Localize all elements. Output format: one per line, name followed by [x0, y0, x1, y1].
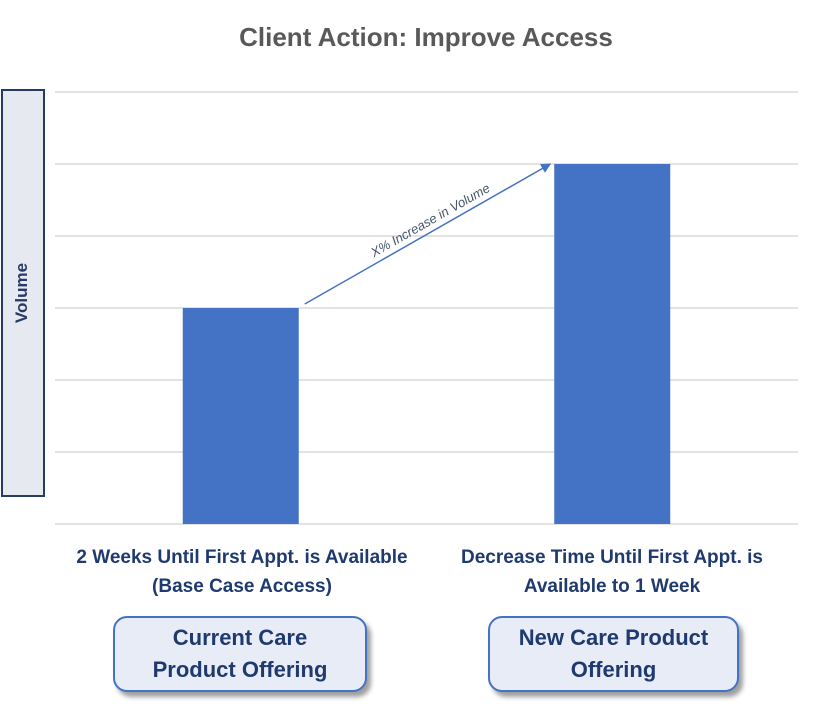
- category-label-1-line-1: Decrease Time Until First Appt. is: [461, 547, 763, 568]
- increase-arrow: [304, 163, 552, 305]
- increase-annotation: X% Increase in Volume: [367, 180, 492, 260]
- chart-plot: X% Increase in Volume: [55, 91, 798, 525]
- bar-1: [554, 164, 671, 524]
- category-label-1: Decrease Time Until First Appt. is Avail…: [422, 543, 802, 601]
- new-offering-line-2: Offering: [570, 657, 657, 682]
- current-offering-line-2: Product Offering: [152, 657, 328, 682]
- current-offering-box: Current Care Product Offering: [113, 616, 367, 692]
- chart-title: Client Action: Improve Access: [239, 22, 613, 52]
- category-label-0-line-1: 2 Weeks Until First Appt. is Available: [76, 547, 408, 568]
- bar-0: [182, 308, 299, 524]
- y-axis-label-box: [1, 89, 45, 497]
- category-label-1-line-2: Available to 1 Week: [523, 576, 701, 597]
- category-label-0: 2 Weeks Until First Appt. is Available (…: [52, 543, 432, 601]
- current-offering-line-1: Current Care: [172, 625, 308, 650]
- new-offering-line-1: New Care Product: [518, 625, 709, 650]
- category-label-0-line-2: (Base Case Access): [152, 576, 332, 597]
- new-offering-box: New Care Product Offering: [488, 616, 739, 692]
